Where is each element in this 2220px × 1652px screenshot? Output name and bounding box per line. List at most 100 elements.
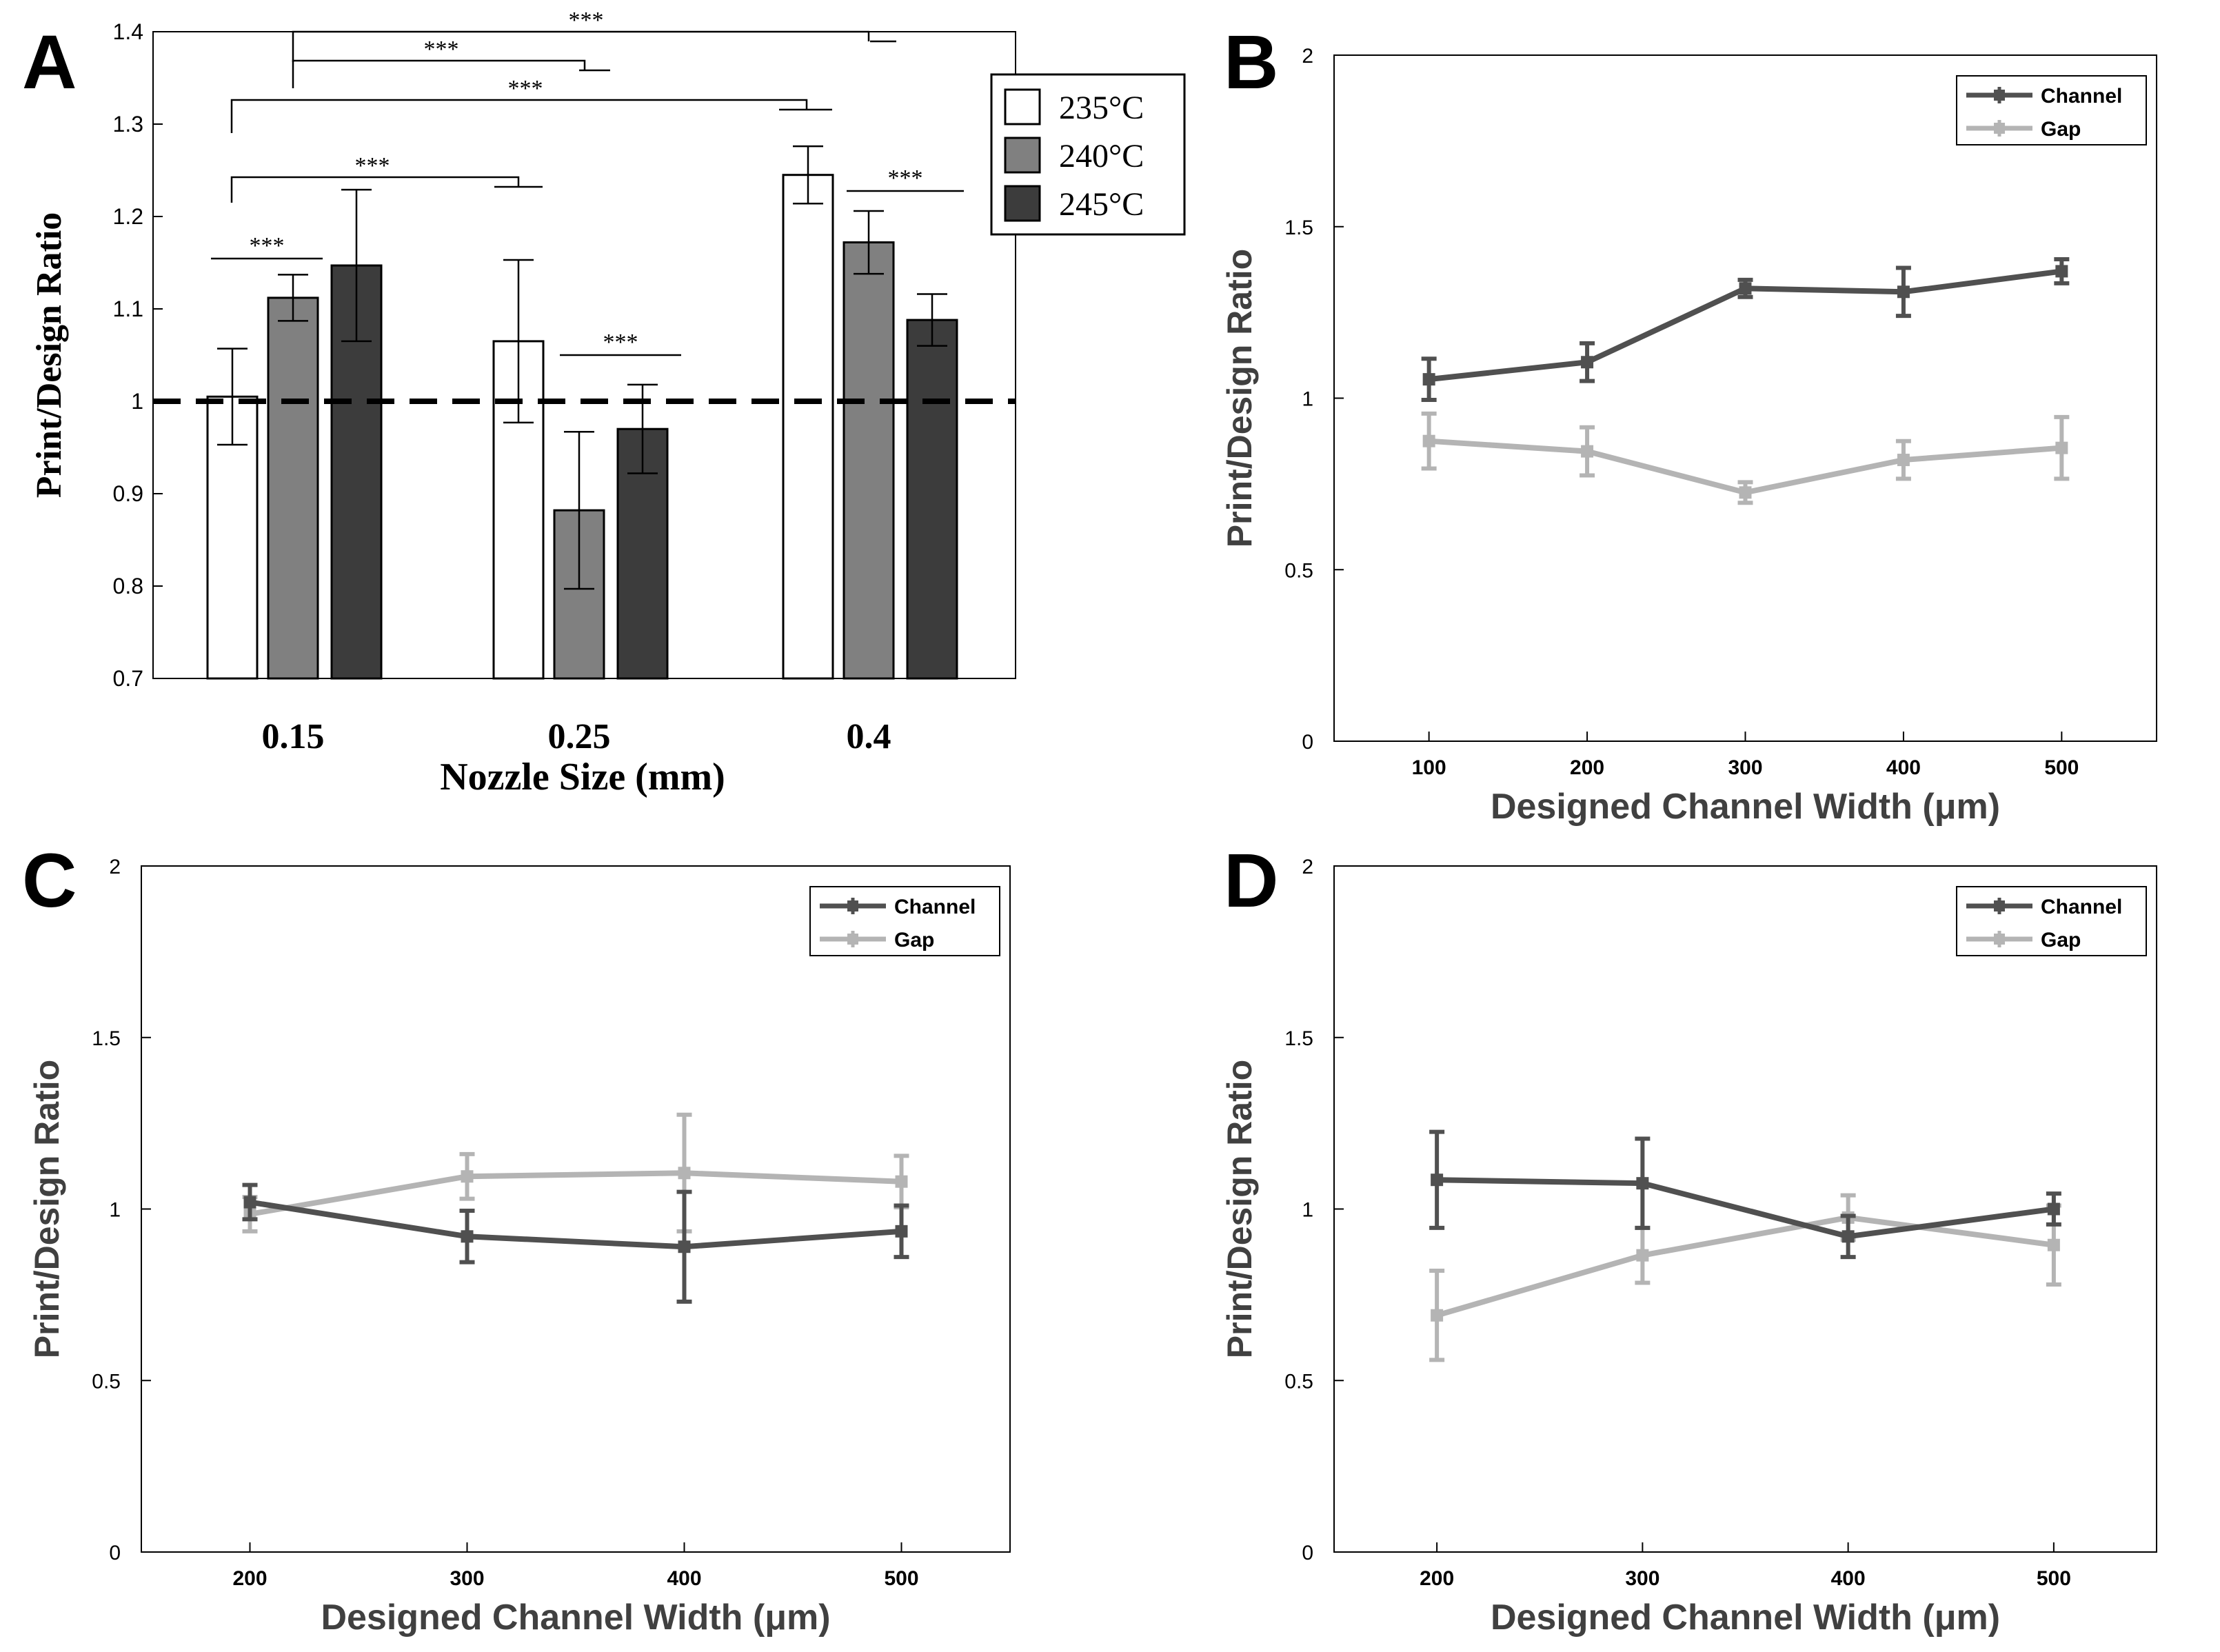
data-point	[1739, 282, 1752, 295]
x-tick-label: 200	[1420, 1567, 1454, 1590]
y-tick-label: 0	[1302, 731, 1313, 754]
legend: 235°C 240°C 245°C	[990, 73, 1186, 236]
significance-bracket	[292, 59, 586, 88]
legend-entry: 245°C	[1059, 186, 1144, 223]
series-line	[249, 1170, 902, 1217]
y-tick-label: 1.2	[113, 204, 143, 229]
data-point	[678, 1240, 691, 1253]
significance-label: ***	[603, 330, 638, 355]
y-tick-label: 0.7	[113, 666, 143, 691]
y-tick-label: 1.1	[113, 296, 143, 321]
data-point	[1581, 356, 1594, 369]
series-line	[1437, 1177, 2055, 1240]
legend-swatch	[1004, 185, 1041, 222]
legend-entry: Gap	[894, 929, 934, 951]
plot-frame	[1333, 54, 2157, 742]
x-tick-label: 300	[450, 1567, 484, 1590]
x-tick-label: 500	[2037, 1567, 2071, 1590]
legend-entry: Gap	[2041, 929, 2081, 951]
y-axis-title: Print/Design Ratio	[28, 1060, 66, 1358]
legend-swatch	[1004, 88, 1041, 125]
legend-marker	[1994, 123, 2005, 134]
significance-label: ***	[424, 37, 459, 62]
y-tick-label: 0.5	[1284, 559, 1313, 582]
data-point	[1431, 1309, 1444, 1322]
x-axis-title: Designed Channel Width (μm)	[321, 1598, 830, 1638]
x-tick-label: 100	[1412, 756, 1446, 779]
y-tick-label: 0.9	[113, 481, 143, 506]
legend-entry: Channel	[2041, 896, 2122, 918]
x-tick-label: 200	[232, 1567, 267, 1590]
x-axis-title: Designed Channel Width (μm)	[1491, 787, 2000, 827]
x-axis-title: Designed Channel Width (μm)	[1491, 1598, 2000, 1638]
y-tick-label: 0.8	[113, 574, 143, 598]
legend-entry: Gap	[2041, 118, 2081, 141]
legend-marker	[847, 934, 858, 945]
y-tick-label: 2	[109, 856, 121, 878]
y-tick-label: 0.5	[1284, 1370, 1313, 1393]
y-tick-label: 2	[1302, 45, 1313, 68]
data-point	[1897, 285, 1910, 299]
legend-box	[1956, 75, 2147, 145]
y-tick-label: 1	[131, 389, 143, 414]
y-axis-title: Print/Design Ratio	[1220, 1060, 1259, 1358]
data-point	[1636, 1177, 1649, 1190]
x-tick-label: 200	[1570, 756, 1604, 779]
x-tick-label: 500	[884, 1567, 918, 1590]
y-tick-label: 1.3	[113, 112, 143, 137]
legend-entry: 235°C	[1059, 90, 1144, 126]
x-tick-label: 400	[667, 1567, 701, 1590]
significance-bracket	[230, 99, 808, 133]
data-point	[678, 1167, 691, 1180]
data-point	[1422, 434, 1435, 447]
data-point	[1739, 486, 1752, 499]
x-tick-label: 0.25	[548, 717, 611, 756]
panel-label-d: D	[1224, 838, 1278, 923]
data-point	[2047, 1202, 2060, 1216]
panel-label-c: C	[22, 838, 77, 923]
data-point	[1431, 1173, 1444, 1187]
legend: Channel Gap	[1956, 75, 2147, 145]
significance-label: ***	[508, 76, 543, 101]
panel-d-line-chart: D 0 0.5 1 1.5 2 200 300 400 500 Designed Channel W…	[1220, 838, 2157, 1638]
x-tick-label: 0.15	[262, 717, 325, 756]
legend-box	[1956, 886, 2147, 956]
y-tick-label: 1	[1302, 1199, 1313, 1222]
x-tick-label: 0.4	[847, 717, 891, 756]
y-tick-label: 1.5	[1284, 216, 1313, 239]
data-point	[461, 1230, 474, 1243]
data-point	[1581, 445, 1594, 458]
legend-marker	[847, 900, 858, 911]
significance-bracket	[292, 30, 870, 62]
y-tick-label: 2	[1302, 856, 1313, 878]
significance-label: ***	[250, 233, 285, 259]
data-point	[2055, 265, 2068, 278]
y-tick-label: 1	[1302, 388, 1313, 411]
legend-swatch	[1004, 137, 1041, 174]
x-tick-label: 300	[1728, 756, 1762, 779]
data-point	[1636, 1249, 1649, 1262]
y-tick-label: 1.4	[113, 19, 143, 44]
data-point	[1422, 373, 1435, 386]
legend-marker	[1994, 934, 2005, 945]
bar	[842, 241, 895, 680]
panel-label-b: B	[1224, 20, 1278, 105]
panel-label-a: A	[22, 20, 77, 105]
panel-b-line-chart: B 0 0.5 1 1.5 2 100 200 300 400 500 Designed Channe…	[1220, 20, 2157, 827]
data-point	[895, 1175, 908, 1188]
bar	[330, 264, 383, 680]
bar	[267, 296, 319, 680]
panel-c-line-chart: C 0 0.5 1 1.5 2 200 300 400 500 Designed Channel W…	[22, 838, 1011, 1638]
bar	[906, 319, 958, 680]
x-tick-label: 400	[1831, 1567, 1866, 1590]
y-tick-label: 0	[109, 1542, 121, 1564]
significance-label: ***	[355, 153, 390, 179]
data-point	[895, 1225, 908, 1238]
bar	[206, 395, 259, 680]
y-tick-label: 0.5	[92, 1370, 121, 1393]
x-tick-label: 300	[1625, 1567, 1659, 1590]
panel-a-bar-chart: A 0.7 0.8 0.9 1 1.1 1.2 1.3 1.4 0.15 0.25 0.4 Nozzle…	[22, 8, 1186, 798]
x-tick-label: 400	[1886, 756, 1921, 779]
x-axis-title: Nozzle Size (mm)	[440, 756, 725, 798]
